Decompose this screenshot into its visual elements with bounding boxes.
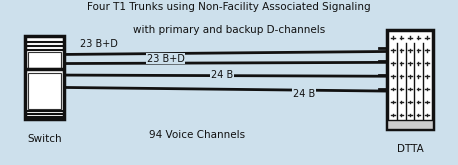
FancyBboxPatch shape: [387, 30, 433, 129]
Text: Switch: Switch: [27, 134, 62, 144]
FancyBboxPatch shape: [28, 52, 61, 68]
Text: Four T1 Trunks using Non-Facility Associated Signaling: Four T1 Trunks using Non-Facility Associ…: [87, 2, 371, 12]
Text: 24 B: 24 B: [211, 70, 233, 80]
Text: 23 B+D: 23 B+D: [80, 39, 118, 49]
Text: with primary and backup D-channels: with primary and backup D-channels: [133, 25, 325, 35]
FancyBboxPatch shape: [28, 73, 61, 109]
Text: DTTA: DTTA: [397, 144, 423, 154]
Text: 23 B+D: 23 B+D: [147, 54, 185, 64]
FancyBboxPatch shape: [25, 36, 64, 119]
FancyBboxPatch shape: [387, 120, 433, 129]
Text: 94 Voice Channels: 94 Voice Channels: [149, 130, 245, 140]
Text: 24 B: 24 B: [293, 89, 316, 99]
